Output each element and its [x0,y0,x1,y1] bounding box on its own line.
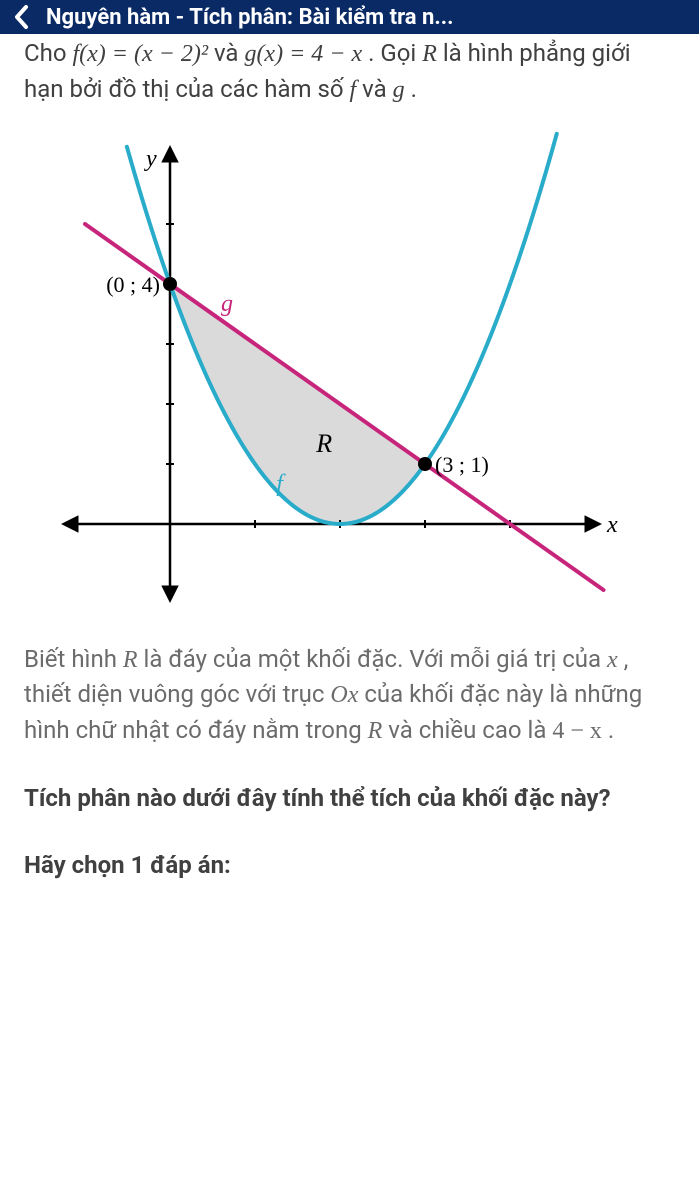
solid-description: Biết hình R là đáy của một khối đặc. Với… [24,642,675,749]
R-name: R [422,41,437,67]
region-chart: yxfgR(0 ; 4)(3 ; 1) [50,124,650,614]
x: x [607,647,618,673]
chart-container: yxfgR(0 ; 4)(3 ; 1) [24,124,675,614]
f-definition: f(x) = (x − 2)² [72,41,208,67]
svg-text:(3 ; 1): (3 ; 1) [435,452,489,477]
text: và chiều cao là [388,716,552,744]
back-icon[interactable] [12,4,32,30]
text: Biết hình [24,645,123,673]
header-title: Nguyên hàm - Tích phân: Bài kiểm tra n..… [46,5,454,30]
question-text: Tích phân nào dưới đây tính thể tích của… [24,781,675,816]
R: R [123,647,138,673]
svg-text:y: y [144,146,157,172]
problem-statement: Cho f(x) = (x − 2)² và g(x) = 4 − x . Gọ… [24,36,675,108]
text: . [411,75,417,103]
text: . Gọi [368,39,422,67]
app-header: Nguyên hàm - Tích phân: Bài kiểm tra n..… [0,0,699,34]
svg-text:g: g [221,291,233,317]
text: và [362,75,392,103]
g-name: g [393,77,405,103]
R: R [368,718,383,744]
svg-text:(0 ; 4): (0 ; 4) [106,272,160,297]
text: Cho [24,39,72,67]
choose-answer-text: Hãy chọn 1 đáp án: [24,848,675,883]
g-definition: g(x) = 4 − x [244,41,362,67]
svg-text:R: R [315,429,332,458]
problem-content: Cho f(x) = (x − 2)² và g(x) = 4 − x . Gọ… [0,36,699,883]
Ox: Ox [330,682,358,708]
f-name: f [350,77,357,103]
text: là đáy của một khối đặc. Với mỗi giá trị… [144,645,608,673]
text: . [608,716,614,744]
svg-text:x: x [606,512,618,538]
text: và [214,39,244,67]
height-expr: 4 − x [552,718,602,744]
